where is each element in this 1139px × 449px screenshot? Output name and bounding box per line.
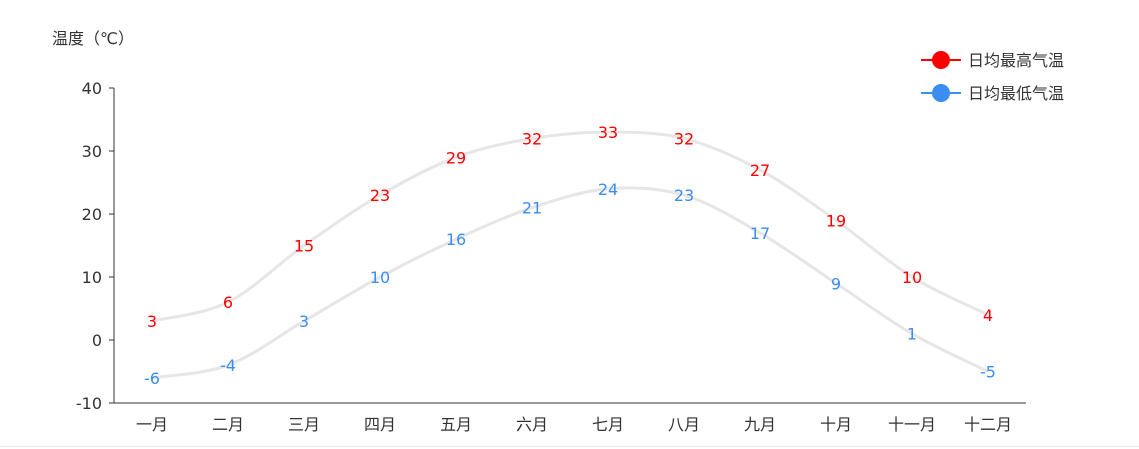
series-line-1: [151, 130, 989, 323]
data-label-s2: 21: [522, 199, 542, 218]
legend-circle-icon: [932, 51, 950, 69]
data-label-s1: 4: [983, 306, 993, 325]
x-tick-label: 一月: [136, 415, 168, 434]
y-tick-label: 10: [82, 268, 102, 287]
y-axis-unit-label: 温度（℃）: [52, 29, 134, 48]
x-tick-label: 五月: [440, 415, 472, 434]
series-lines: [151, 130, 989, 380]
y-tick-label: 40: [82, 79, 102, 98]
data-label-s2: 1: [907, 325, 917, 344]
data-label-s1: 23: [370, 186, 390, 205]
legend-item-2[interactable]: 日均最低气温: [921, 84, 1064, 103]
data-label-s2: -4: [220, 356, 236, 375]
y-tick-label: 30: [82, 142, 102, 161]
x-tick-label: 六月: [516, 415, 548, 434]
x-tick-label: 十一月: [888, 415, 936, 434]
x-tick-label: 二月: [212, 415, 244, 434]
data-label-s2: 23: [674, 186, 694, 205]
data-label-s1: 29: [446, 148, 466, 167]
data-label-s1: 32: [674, 129, 694, 148]
data-label-s2: 17: [750, 224, 770, 243]
data-label-s1: 15: [294, 237, 314, 256]
data-label-s1: 33: [598, 123, 618, 142]
x-tick-label: 八月: [668, 415, 700, 434]
x-tick-label: 十月: [820, 415, 852, 434]
data-label-s2: 16: [446, 230, 466, 249]
x-tick-label: 十二月: [964, 415, 1012, 434]
data-label-s2: -5: [980, 363, 996, 382]
data-label-s1: 3: [147, 312, 157, 331]
x-tick-label: 四月: [364, 415, 396, 434]
bottom-divider: [0, 446, 1139, 447]
y-tick-label: -10: [76, 394, 102, 413]
y-tick-label: 20: [82, 205, 102, 224]
x-tick-label: 九月: [744, 415, 776, 434]
legend-label: 日均最低气温: [968, 84, 1064, 103]
data-label-s2: 24: [598, 180, 618, 199]
y-tick-label: 0: [92, 331, 102, 350]
data-label-s2: -6: [144, 369, 160, 388]
legend-item-1[interactable]: 日均最高气温: [921, 51, 1064, 70]
data-label-s1: 6: [223, 293, 233, 312]
series-line-2: [151, 186, 989, 380]
legend-label: 日均最高气温: [968, 51, 1064, 70]
x-tick-label: 三月: [288, 415, 320, 434]
data-label-s2: 9: [831, 274, 841, 293]
data-label-s1: 32: [522, 129, 542, 148]
data-label-s1: 19: [826, 211, 846, 230]
data-label-s2: 10: [370, 268, 390, 287]
legend-circle-icon: [932, 84, 950, 102]
data-label-s1: 27: [750, 161, 770, 180]
data-label-s1: 10: [902, 268, 922, 287]
data-labels: 3 6 15 23 29 32 33 32 27 19 10 4 -6 -4 3 10 16 21 24 23 17 9 1…: [144, 123, 996, 388]
x-tick-label: 七月: [592, 415, 624, 434]
data-label-s2: 3: [299, 312, 309, 331]
axes: -10 0 10 20 30 40 一月 二月 三月 四月 五月 六月 七月 八月 九月 十月 十一月 十二月: [76, 79, 1026, 434]
